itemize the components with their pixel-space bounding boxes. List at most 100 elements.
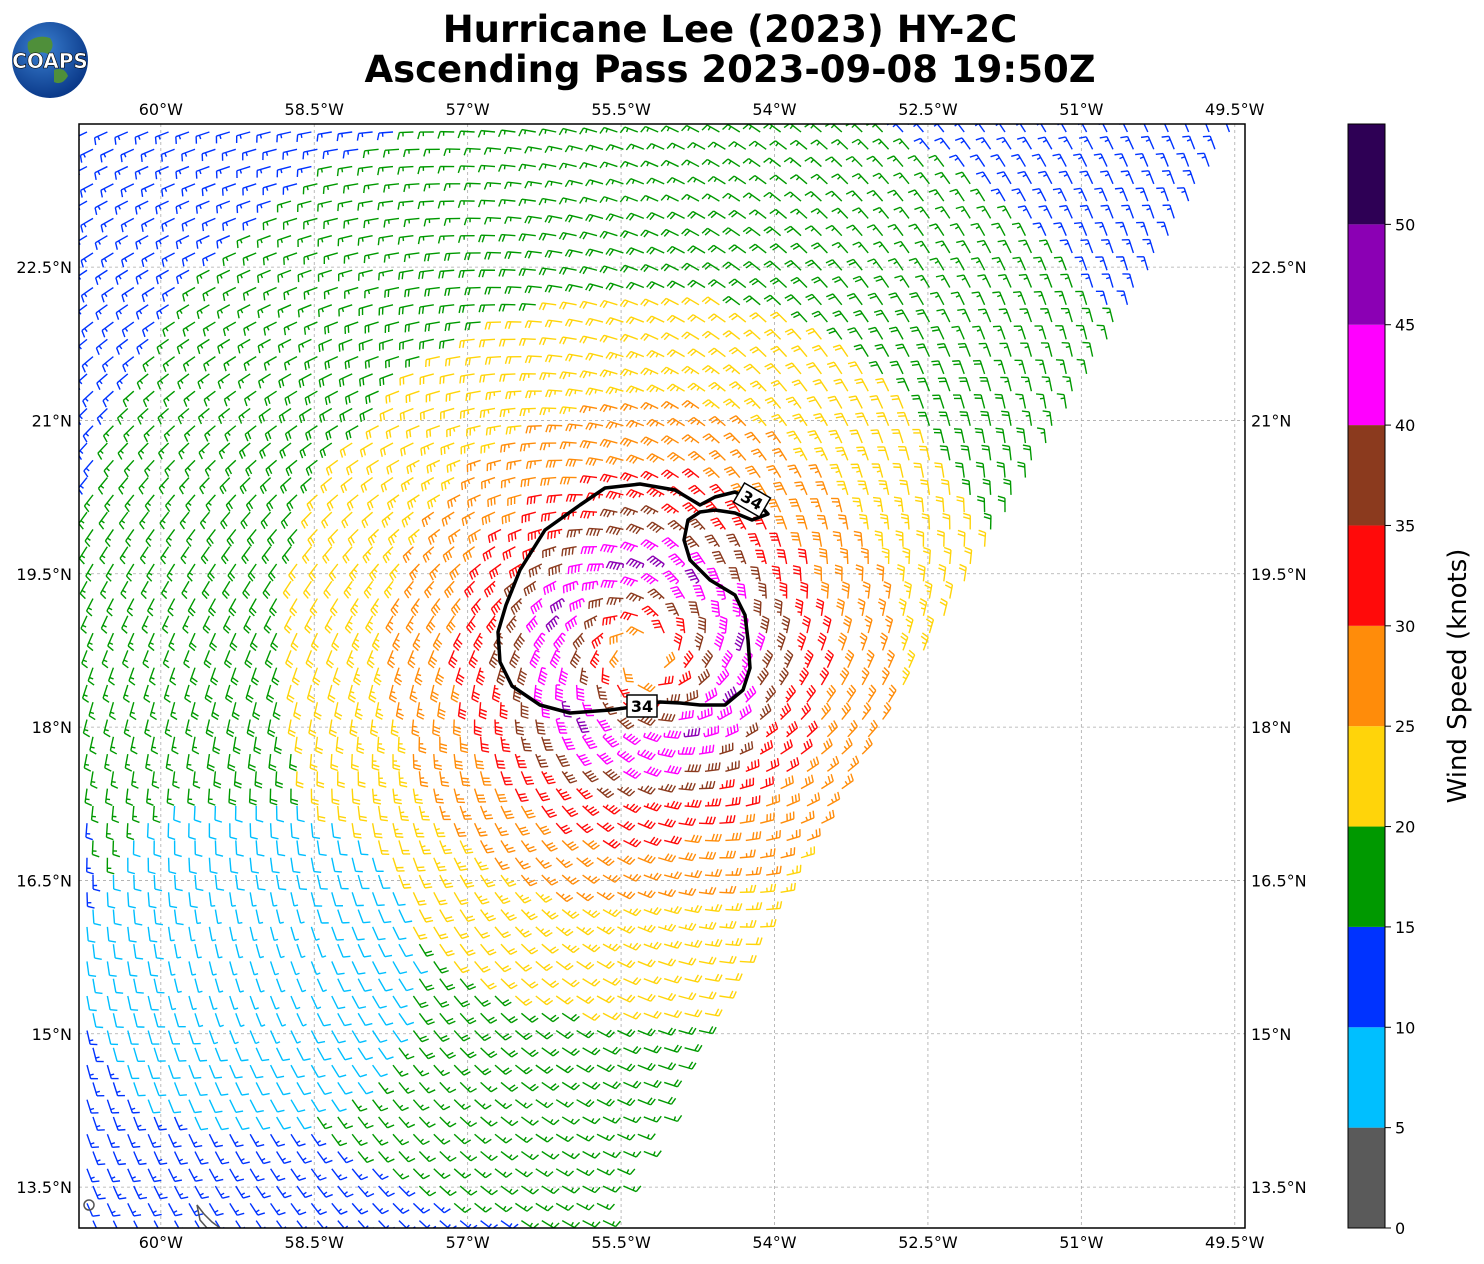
wind-barb	[1120, 170, 1135, 185]
wind-barb	[687, 142, 706, 150]
wind-barb	[1099, 135, 1114, 150]
lat-tick-right-3: 18°N	[1251, 718, 1291, 737]
wind-barb	[866, 155, 884, 168]
wind-barb	[382, 148, 400, 158]
colorbar-tick-label-9: 45	[1395, 316, 1415, 335]
wind-barb	[322, 148, 338, 159]
wind-barb	[1176, 187, 1190, 202]
chart-title-line2: Ascending Pass 2023-09-08 19:50Z	[364, 48, 1096, 91]
wind-barb	[175, 235, 190, 250]
wind-barb	[120, 217, 135, 233]
wind-barb	[913, 172, 930, 185]
wind-barb	[497, 129, 516, 138]
wind-barb	[282, 148, 298, 160]
wind-barb	[262, 148, 277, 161]
wind-barb	[558, 231, 577, 241]
colorbar-bin-8	[1348, 324, 1385, 426]
wind-barb	[195, 200, 210, 214]
wind-barb	[619, 160, 639, 168]
wind-barb	[403, 217, 420, 228]
wind-barb	[907, 155, 924, 167]
wind-barb	[722, 158, 741, 168]
wind-barb	[969, 154, 986, 167]
wind-barb	[934, 171, 951, 185]
wind-barb	[397, 234, 414, 245]
wind-barb	[1052, 187, 1067, 202]
wind-barb	[763, 226, 782, 237]
wind-barb	[376, 131, 394, 141]
colorbar-tick-label-6: 30	[1395, 617, 1415, 636]
wind-barb	[93, 131, 108, 146]
wind-barb	[707, 141, 726, 150]
wind-barb	[742, 226, 761, 237]
lon-tick-bottom-6: 51°W	[1059, 1233, 1103, 1252]
wind-barb	[457, 234, 475, 243]
wind-barb	[701, 158, 720, 168]
wind-barb	[276, 165, 292, 178]
wind-barb	[907, 189, 924, 202]
wind-barb	[625, 178, 645, 185]
colorbar-bin-6	[1348, 525, 1385, 626]
wind-barb	[955, 171, 971, 185]
colorbar-bin-4	[1348, 726, 1385, 827]
wind-barb	[302, 183, 318, 195]
wind-barb	[141, 217, 155, 233]
wind-barb	[160, 148, 175, 162]
wind-barb	[79, 131, 88, 141]
lon-tick-top-1: 58.5°W	[285, 100, 345, 119]
lon-tick-bottom-1: 58.5°W	[285, 1233, 345, 1252]
wind-barb	[417, 165, 434, 175]
wind-barb	[175, 165, 190, 180]
wind-barb	[262, 183, 277, 196]
wind-barb	[1011, 153, 1027, 167]
lon-tick-bottom-0: 60°W	[139, 1233, 183, 1252]
wind-barb	[518, 233, 536, 242]
wind-barb	[317, 200, 332, 212]
wind-barb	[140, 148, 155, 162]
lat-tick-left-2: 19.5°N	[16, 565, 72, 584]
wind-barb	[1017, 170, 1033, 185]
wind-barb	[524, 146, 542, 154]
wind-barb	[784, 225, 802, 237]
wind-barb	[221, 183, 237, 196]
wind-barb	[544, 180, 563, 188]
colorbar-bin-9	[1348, 224, 1385, 325]
wind-barb	[928, 154, 945, 167]
coaps-logo-icon: COAPS	[12, 22, 88, 98]
wind-barb	[256, 131, 271, 143]
wind-barb	[181, 183, 196, 197]
wind-barb	[866, 224, 884, 237]
lon-tick-bottom-4: 54°W	[752, 1233, 796, 1252]
wind-barb	[763, 157, 782, 168]
lon-tick-top-6: 51°W	[1059, 100, 1103, 119]
wind-barb	[893, 172, 910, 185]
chart-title-line1: Hurricane Lee (2023) HY-2C	[442, 8, 1018, 51]
wind-barb	[852, 207, 869, 219]
wind-barb	[175, 131, 190, 145]
wind-barb	[538, 163, 557, 171]
wind-barb	[1139, 124, 1149, 133]
wind-barb	[846, 224, 863, 237]
wind-barb	[851, 172, 869, 185]
wind-barb	[619, 195, 639, 203]
wind-barb	[155, 200, 169, 215]
wind-barb	[524, 215, 542, 224]
wind-barb	[296, 131, 312, 142]
colorbar-title: Wind Speed (knots)	[1443, 549, 1473, 804]
wind-barb	[1100, 204, 1114, 219]
wind-barb	[477, 164, 496, 173]
colorbar-tick-label-0: 0	[1395, 1219, 1405, 1238]
wind-barb	[423, 217, 440, 227]
wind-barb	[1093, 153, 1108, 167]
wind-barb	[357, 234, 373, 246]
wind-barb	[114, 131, 129, 145]
wind-barb	[242, 183, 257, 196]
wind-barb	[997, 205, 1012, 219]
wind-barb	[949, 154, 965, 167]
wind-barb	[161, 217, 175, 232]
wind-barb	[558, 127, 577, 136]
wind-barb	[975, 137, 992, 150]
wind-barb	[934, 137, 951, 150]
wind-barb	[437, 165, 455, 174]
